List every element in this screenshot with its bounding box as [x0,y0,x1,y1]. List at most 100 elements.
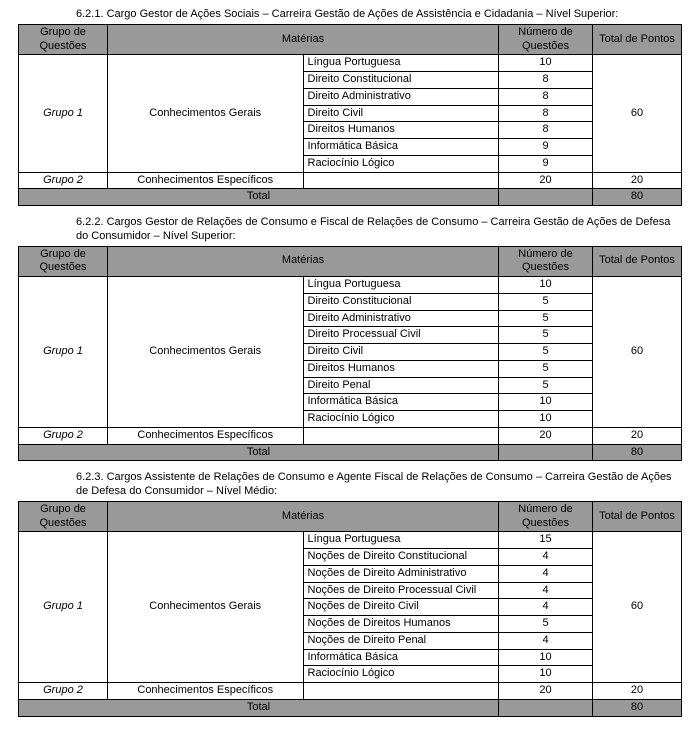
section-title: 6.2.2. Cargos Gestor de Relações de Cons… [76,216,676,244]
header-grupo: Grupo de Questões [19,246,108,277]
subject-name: Raciocínio Lógico [303,666,499,683]
subject-num: 10 [499,649,593,666]
grupo2-label: Grupo 2 [19,172,108,189]
total-label: Total [19,699,499,716]
subject-name: Raciocínio Lógico [303,411,499,428]
subject-name: Direitos Humanos [303,360,499,377]
header-numero: Número de Questões [499,501,593,532]
header-numero: Número de Questões [499,24,593,55]
total-row: Total 80 [19,189,682,206]
grupo2-num: 20 [499,683,593,700]
grupo2-points: 20 [593,683,682,700]
subject-num: 4 [499,565,593,582]
subject-num: 9 [499,155,593,172]
subject-num: 10 [499,394,593,411]
subject-name: Informática Básica [303,649,499,666]
grupo2-points: 20 [593,427,682,444]
subject-name: Noções de Direito Constitucional [303,549,499,566]
header-pontos: Total de Pontos [593,246,682,277]
subject-num: 8 [499,88,593,105]
header-materias: Matérias [108,501,499,532]
subject-name: Noções de Direito Administrativo [303,565,499,582]
header-pontos: Total de Pontos [593,501,682,532]
total-label: Total [19,444,499,461]
subject-num: 5 [499,360,593,377]
subject-num: 9 [499,139,593,156]
subject-name: Direitos Humanos [303,122,499,139]
grupo2-label: Grupo 2 [19,427,108,444]
grupo2-subject-blank [303,427,499,444]
total-num-blank [499,444,593,461]
header-materias: Matérias [108,24,499,55]
subject-num: 10 [499,411,593,428]
subject-name: Noções de Direito Processual Civil [303,582,499,599]
total-num-blank [499,189,593,206]
subject-name: Língua Portuguesa [303,277,499,294]
subject-name: Direito Civil [303,105,499,122]
subject-name: Língua Portuguesa [303,532,499,549]
subject-num: 4 [499,582,593,599]
subject-num: 8 [499,105,593,122]
header-grupo: Grupo de Questões [19,501,108,532]
grupo1-points: 60 [593,277,682,428]
table-row: Grupo 1Conhecimentos GeraisLíngua Portug… [19,277,682,294]
section-title: 6.2.3. Cargos Assistente de Relações de … [76,471,676,499]
table-row: Grupo 1Conhecimentos GeraisLíngua Portug… [19,55,682,72]
total-points: 80 [593,189,682,206]
total-row: Total 80 [19,699,682,716]
grupo1-label: Grupo 1 [19,532,108,683]
grupo1-label: Grupo 1 [19,55,108,172]
header-pontos: Total de Pontos [593,24,682,55]
subject-name: Noções de Direitos Humanos [303,616,499,633]
subject-num: 15 [499,532,593,549]
subject-name: Noções de Direito Penal [303,632,499,649]
grupo2-points: 20 [593,172,682,189]
subject-name: Informática Básica [303,139,499,156]
section-title: 6.2.1. Cargo Gestor de Ações Sociais – C… [76,8,676,22]
grupo1-points: 60 [593,55,682,172]
subject-name: Informática Básica [303,394,499,411]
grupo2-category: Conhecimentos Específicos [108,172,304,189]
subject-name: Raciocínio Lógico [303,155,499,172]
table-row: Grupo 2Conhecimentos Específicos 2020 [19,172,682,189]
table-row: Grupo 1Conhecimentos GeraisLíngua Portug… [19,532,682,549]
subject-name: Direito Processual Civil [303,327,499,344]
grupo2-label: Grupo 2 [19,683,108,700]
grupo1-points: 60 [593,532,682,683]
subject-num: 4 [499,549,593,566]
grupo1-category: Conhecimentos Gerais [108,55,304,172]
header-grupo: Grupo de Questões [19,24,108,55]
subject-name: Direito Constitucional [303,72,499,89]
subject-name: Língua Portuguesa [303,55,499,72]
subject-num: 8 [499,122,593,139]
header-materias: Matérias [108,246,499,277]
table-row: Grupo 2Conhecimentos Específicos 2020 [19,427,682,444]
grupo2-num: 20 [499,427,593,444]
subject-num: 10 [499,55,593,72]
grupo2-num: 20 [499,172,593,189]
grupo2-subject-blank [303,172,499,189]
total-num-blank [499,699,593,716]
exam-table: Grupo de QuestõesMatériasNúmero de Quest… [18,246,682,462]
total-label: Total [19,189,499,206]
subject-name: Noções de Direito Civil [303,599,499,616]
subject-num: 10 [499,277,593,294]
table-row: Grupo 2Conhecimentos Específicos 2020 [19,683,682,700]
exam-table: Grupo de QuestõesMatériasNúmero de Quest… [18,24,682,206]
subject-num: 4 [499,599,593,616]
subject-num: 5 [499,310,593,327]
subject-num: 5 [499,377,593,394]
grupo2-category: Conhecimentos Específicos [108,683,304,700]
subject-num: 5 [499,293,593,310]
total-points: 80 [593,444,682,461]
subject-name: Direito Constitucional [303,293,499,310]
total-row: Total 80 [19,444,682,461]
grupo1-category: Conhecimentos Gerais [108,532,304,683]
subject-name: Direito Civil [303,344,499,361]
grupo1-label: Grupo 1 [19,277,108,428]
grupo2-subject-blank [303,683,499,700]
exam-table: Grupo de QuestõesMatériasNúmero de Quest… [18,501,682,717]
total-points: 80 [593,699,682,716]
subject-num: 10 [499,666,593,683]
grupo2-category: Conhecimentos Específicos [108,427,304,444]
